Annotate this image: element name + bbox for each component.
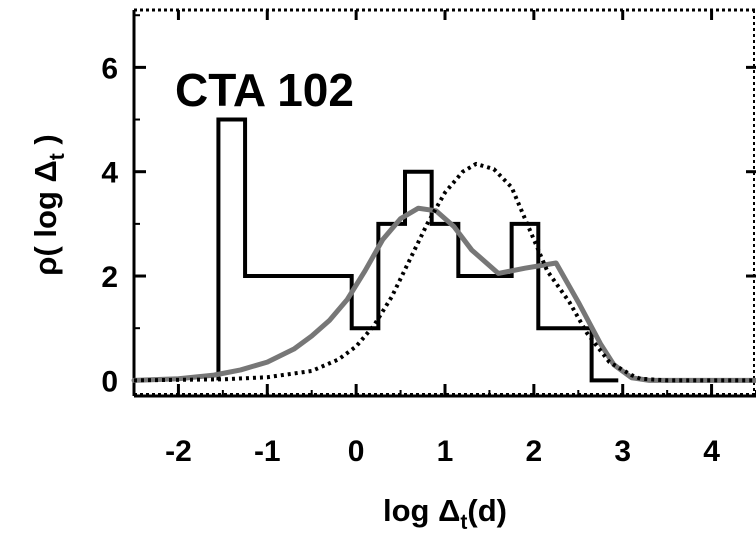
chart-title: CTA 102 <box>175 64 354 116</box>
histogram-bin <box>485 276 512 380</box>
y-axis-label: ρ( log Δt ) <box>28 134 69 275</box>
y-axis-label-main: ρ( log Δ <box>28 160 63 276</box>
x-tick-label: 3 <box>614 435 631 468</box>
histogram-bin <box>218 120 245 381</box>
histogram-bin <box>565 328 592 380</box>
histogram-series <box>216 117 619 383</box>
x-tick-label: 0 <box>348 435 365 468</box>
x-tick-label: -1 <box>254 435 281 468</box>
dotted-curve <box>133 161 756 383</box>
tick-labels: 0 2 4 6 -2 -1 0 1 2 3 4 <box>101 52 720 468</box>
y-tick-label: 2 <box>101 261 118 294</box>
x-tick-label: 4 <box>703 435 720 468</box>
histogram-bin <box>378 224 405 380</box>
y-tick-label: 4 <box>101 157 118 190</box>
histogram-bin <box>458 276 485 380</box>
histogram-bin <box>272 276 299 380</box>
x-axis-label-sub: t <box>460 511 467 534</box>
histogram-bin <box>405 172 432 381</box>
y-axis-label-sub: t <box>46 153 69 160</box>
histogram-bin <box>538 328 565 380</box>
y-axis-label-tail: ) <box>28 134 63 153</box>
histogram-bin <box>512 224 539 380</box>
histogram-bin <box>432 224 459 380</box>
histogram-bin <box>352 328 379 380</box>
series-layer <box>131 117 756 383</box>
x-tick-label: 2 <box>526 435 543 468</box>
x-axis-label-main: log Δ <box>383 493 460 528</box>
y-tick-label: 6 <box>101 52 118 85</box>
x-tick-label: -2 <box>165 435 192 468</box>
y-tick-label: 0 <box>101 365 118 398</box>
x-axis-label-tail: (d) <box>467 493 507 528</box>
x-tick-label: 1 <box>437 435 454 468</box>
x-axis-label: log Δt(d) <box>383 493 507 534</box>
gray-curve <box>131 205 756 383</box>
